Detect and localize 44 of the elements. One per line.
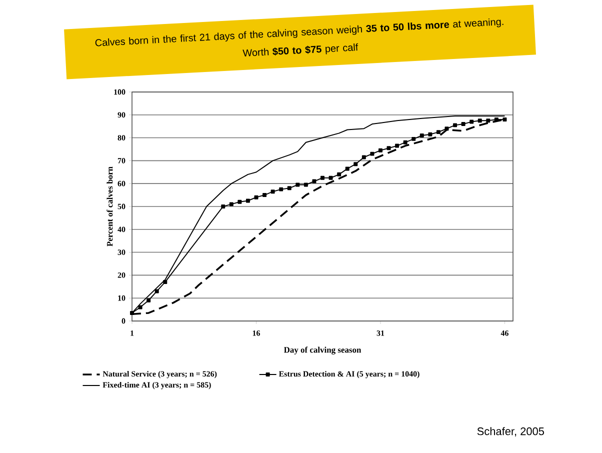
y-axis-title: Percent of calves born (106, 166, 113, 246)
point (386, 146, 391, 150)
point (502, 117, 507, 122)
point (138, 305, 142, 310)
point (296, 182, 300, 187)
point (262, 193, 267, 198)
point (238, 200, 242, 204)
point (470, 120, 474, 124)
point (478, 118, 482, 123)
point (304, 182, 308, 187)
point (428, 132, 432, 136)
point (494, 117, 498, 122)
point (254, 195, 258, 200)
point (337, 172, 342, 176)
point (287, 186, 292, 190)
text: Schafer, 2005 (477, 427, 544, 436)
point (221, 204, 226, 208)
point (270, 190, 275, 194)
point (370, 152, 374, 156)
point (246, 198, 250, 203)
point (146, 298, 151, 302)
point (436, 130, 440, 134)
point (461, 122, 466, 126)
point (312, 179, 316, 184)
point (163, 280, 168, 284)
point (130, 310, 134, 315)
point (412, 136, 416, 141)
text: Worth $50 to $75 per calf (242, 43, 358, 56)
point (486, 118, 490, 123)
point (328, 176, 333, 180)
point (229, 202, 234, 206)
point (378, 148, 382, 152)
point (403, 140, 408, 144)
point (345, 166, 350, 171)
point (154, 289, 159, 294)
point (320, 176, 324, 180)
point (395, 144, 400, 148)
point (444, 126, 449, 131)
point (354, 162, 358, 166)
point (279, 187, 284, 192)
x-axis-title: Day of calving season (284, 346, 362, 354)
point (420, 134, 424, 138)
point (453, 123, 458, 128)
point (362, 155, 366, 160)
